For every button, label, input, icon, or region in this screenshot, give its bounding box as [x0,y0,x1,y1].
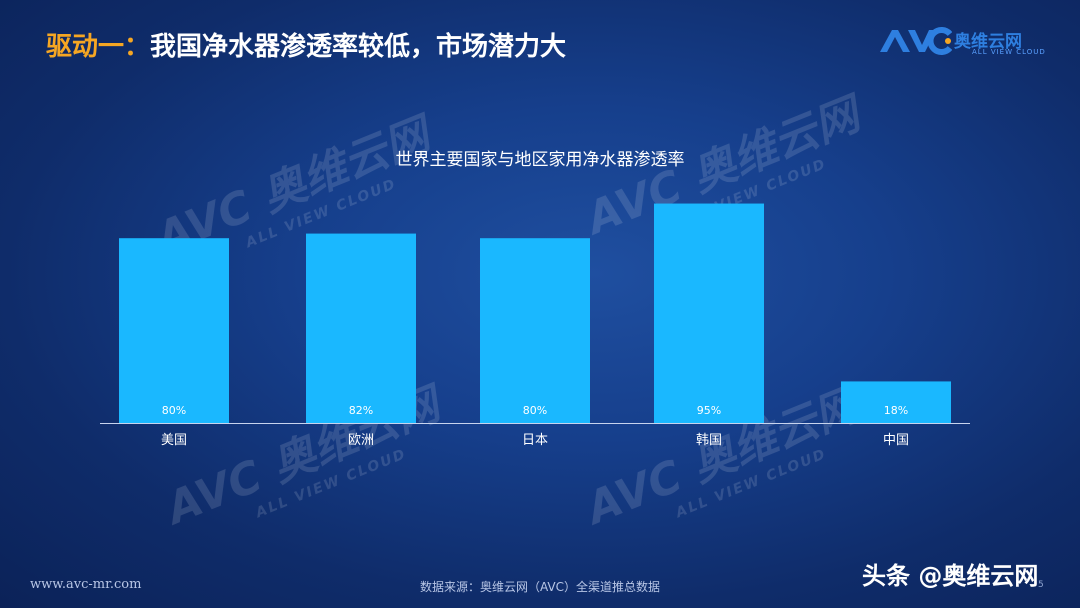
page-title-text: 我国净水器渗透率较低，市场潜力大 [150,32,567,62]
toutiao-watermark: 头条 @奥维云网 [862,562,1039,590]
category-label: 欧洲 [348,433,374,448]
bar-value-label: 95% [697,404,721,417]
bar-3 [654,203,764,423]
bar-4 [841,381,951,423]
page-title-highlight: 驱动一： [46,32,151,62]
bar-0 [119,238,229,423]
bar-1 [306,233,416,423]
category-label: 日本 [522,433,548,448]
bar-2 [480,238,590,423]
website-link[interactable]: www.avc-mr.com [30,577,142,592]
bar-value-label: 82% [349,404,373,417]
category-label: 韩国 [696,433,722,448]
bar-value-label: 80% [162,404,186,417]
avc-logo-icon [880,27,952,55]
bar-value-label: 18% [884,404,908,417]
category-label: 美国 [161,433,187,448]
data-source: 数据来源：奥维云网（AVC）全渠道推总数据 [419,580,661,594]
page-title: 驱动一：我国净水器渗透率较低，市场潜力大 [46,26,566,63]
logo-text: 奥维云网 [954,32,1022,52]
page-number: 5 [1038,580,1044,590]
chart-title: 世界主要国家与地区家用净水器渗透率 [395,150,685,170]
bar-value-label: 80% [523,404,547,417]
logo-subtext: ALL VIEW CLOUD [972,48,1046,56]
category-label: 中国 [883,433,909,448]
avc-logo: 奥维云网 ALL VIEW CLOUD [878,26,1048,60]
